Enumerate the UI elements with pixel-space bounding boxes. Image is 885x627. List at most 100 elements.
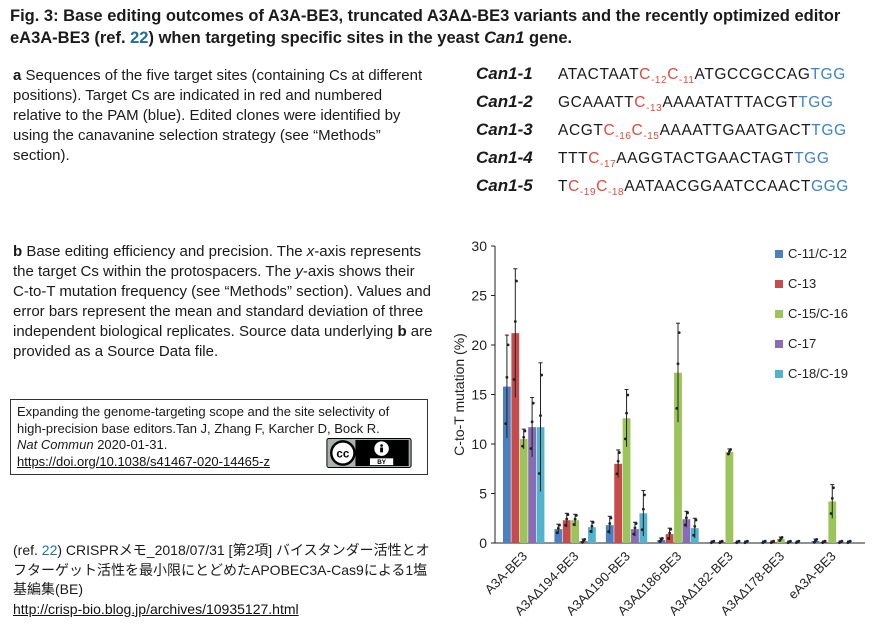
target-c: C-18 bbox=[596, 178, 625, 199]
citation-box: Expanding the genome-targeting scope and… bbox=[10, 399, 428, 475]
replicate-point bbox=[531, 401, 535, 405]
panel-b-text-1: Base editing efficiency and precision. T… bbox=[22, 243, 307, 260]
bar bbox=[511, 333, 520, 543]
replicate-point bbox=[683, 523, 687, 527]
citation-doi-link[interactable]: https://doi.org/10.1038/s41467-020-14465… bbox=[17, 453, 270, 469]
replicate-point bbox=[523, 429, 527, 433]
pam-sequence: GGG bbox=[810, 178, 849, 195]
sequence-text: TTTC-17AAGGTACTGAACTAGTTGG bbox=[558, 150, 830, 170]
target-c-position: -11 bbox=[679, 75, 695, 87]
cc-label: cc bbox=[336, 447, 349, 460]
replicate-point bbox=[712, 539, 716, 543]
bar bbox=[622, 418, 631, 543]
ref-note-text: ) CRISPRメモ_2018/07/31 [第2項] バイスタンダー活性とオフ… bbox=[13, 542, 430, 597]
title-ref-link[interactable]: 22 bbox=[130, 29, 149, 47]
pam-sequence: TGG bbox=[811, 122, 847, 139]
target-c-position: -12 bbox=[650, 75, 668, 87]
replicate-point bbox=[626, 393, 630, 397]
ref-note-open: (ref. bbox=[13, 542, 42, 558]
bar bbox=[682, 519, 691, 543]
sequence-text: ACGTC-16C-15AAAATTGAATGACTTGG bbox=[558, 122, 847, 142]
replicate-point bbox=[643, 493, 646, 497]
replicate-point bbox=[797, 539, 801, 543]
citation-text: Expanding the genome-targeting scope and… bbox=[17, 404, 390, 436]
replicate-point bbox=[539, 414, 542, 417]
pam-sequence: TGG bbox=[798, 94, 834, 111]
legend-swatch bbox=[775, 310, 783, 318]
replicate-point bbox=[686, 511, 689, 515]
replicate-point bbox=[513, 320, 517, 323]
legend-label: C-15/C-16 bbox=[788, 306, 848, 321]
replicate-point bbox=[737, 539, 741, 543]
panel-b-x: x bbox=[306, 243, 315, 260]
target-c-position: -15 bbox=[643, 131, 660, 143]
title-part2: ) when targeting specific sites in the y… bbox=[148, 29, 485, 47]
replicate-point bbox=[617, 451, 621, 454]
replicate-point bbox=[726, 452, 730, 456]
replicate-point bbox=[840, 539, 844, 543]
cc-by-license-icon[interactable]: cc BY bbox=[325, 438, 413, 468]
target-c: C-13 bbox=[634, 94, 663, 115]
sequence-name: Can1-5 bbox=[476, 176, 533, 195]
sequence-panel: Can1-1 ATACTAATC-12C-11ATGCCGCCAGTGG Can1-… bbox=[476, 64, 881, 204]
ref-note-url-link[interactable]: http://crisp-bio.blog.jp/archives/109351… bbox=[13, 600, 299, 617]
y-tick-label: 20 bbox=[471, 337, 487, 353]
replicate-point bbox=[607, 530, 610, 533]
replicate-point bbox=[540, 373, 544, 377]
replicate-point bbox=[772, 539, 776, 543]
bar bbox=[614, 463, 623, 543]
panel-b-text-2: -axis represents the target Cs within th… bbox=[13, 243, 422, 280]
replicate-point bbox=[746, 539, 749, 543]
replicate-point bbox=[615, 472, 619, 476]
replicate-point bbox=[521, 444, 524, 448]
replicate-point bbox=[677, 331, 681, 335]
legend-label: C-17 bbox=[788, 336, 816, 351]
replicate-point bbox=[823, 539, 827, 543]
sequence-row: Can1-3 ACGTC-16C-15AAAATTGAATGACTTGG bbox=[476, 120, 881, 148]
replicate-point bbox=[625, 411, 628, 415]
reference-note: (ref. 22) CRISPRメモ_2018/07/31 [第2項] バイスタ… bbox=[13, 541, 433, 619]
replicate-point bbox=[641, 507, 645, 511]
replicate-point bbox=[694, 518, 698, 522]
sequence-segment: ATGCCGCCAG bbox=[694, 66, 811, 83]
sequence-row: Can1-5 TC-19C-18AATAACGGAATCCAACTGGG bbox=[476, 176, 881, 204]
replicate-point bbox=[729, 448, 733, 451]
replicate-point bbox=[555, 531, 559, 535]
bar bbox=[503, 386, 511, 543]
panel-a-letter: a bbox=[13, 67, 22, 84]
bar bbox=[562, 520, 571, 543]
target-c: C-16 bbox=[603, 122, 632, 143]
replicate-point bbox=[669, 527, 673, 531]
legend-swatch bbox=[775, 340, 783, 348]
sequence-text: ATACTAATC-12C-11ATGCCGCCAGTGG bbox=[558, 66, 846, 86]
replicate-point bbox=[780, 536, 784, 539]
target-c-position: -18 bbox=[607, 187, 625, 199]
panel-a-caption: a Sequences of the five target sites (co… bbox=[13, 66, 433, 166]
replicate-point bbox=[848, 539, 852, 543]
replicate-point bbox=[675, 406, 679, 410]
legend-swatch bbox=[775, 250, 783, 258]
replicate-point bbox=[556, 526, 560, 530]
panel-b-text-4: are provided as a Source Data file. bbox=[13, 323, 433, 360]
replicate-point bbox=[573, 517, 577, 521]
replicate-point bbox=[564, 523, 567, 527]
sequence-text: TC-19C-18AATAACGGAATCCAACTGGG bbox=[558, 178, 849, 198]
replicate-point bbox=[660, 537, 664, 540]
ref-note-ref-link[interactable]: 22 bbox=[41, 542, 58, 558]
target-c-position: -13 bbox=[646, 103, 663, 115]
panel-b-letter: b bbox=[13, 243, 23, 260]
bar bbox=[528, 427, 536, 543]
replicate-point bbox=[608, 522, 612, 525]
y-tick-label: 30 bbox=[471, 238, 487, 254]
sequence-text: GCAAATTC-13AAAATATTTACGTTGG bbox=[558, 94, 834, 114]
sequence-segment: AAAATTGAATGACT bbox=[659, 122, 812, 139]
replicate-point bbox=[529, 447, 533, 450]
target-c: C-11 bbox=[667, 66, 695, 87]
replicate-point bbox=[720, 539, 724, 543]
target-c-position: -19 bbox=[579, 187, 597, 199]
sequence-segment: AAAATATTTACGT bbox=[662, 94, 799, 111]
by-label: BY bbox=[377, 459, 387, 466]
legend-label: C-13 bbox=[788, 276, 816, 291]
replicate-point bbox=[632, 532, 636, 536]
